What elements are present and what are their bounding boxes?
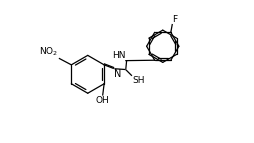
Text: N: N — [114, 69, 121, 79]
Text: OH: OH — [96, 96, 110, 105]
Text: F: F — [172, 15, 178, 24]
Text: NO$_2$: NO$_2$ — [39, 45, 59, 58]
Text: SH: SH — [132, 77, 144, 86]
Text: HN: HN — [112, 51, 126, 60]
